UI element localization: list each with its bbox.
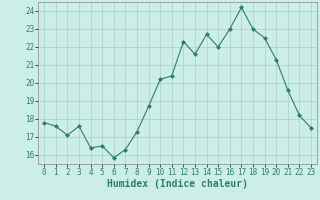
X-axis label: Humidex (Indice chaleur): Humidex (Indice chaleur) <box>107 179 248 189</box>
